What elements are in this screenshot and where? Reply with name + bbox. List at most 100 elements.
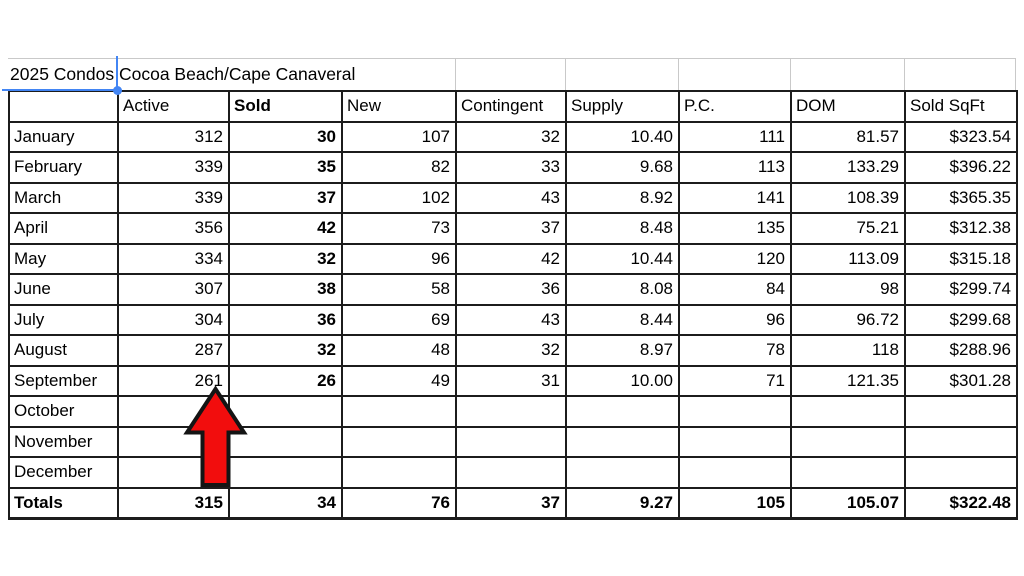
- header-cell-supply[interactable]: Supply: [565, 90, 680, 123]
- cell-november-sold[interactable]: [228, 425, 343, 458]
- cell-december-dom[interactable]: [790, 456, 906, 489]
- cell-august-pc[interactable]: 78: [678, 334, 792, 367]
- cell-june-month[interactable]: June: [8, 273, 119, 306]
- header-cell-contingent[interactable]: Contingent: [455, 90, 567, 123]
- cell-april-supply[interactable]: 8.48: [565, 212, 680, 245]
- cell-may-active[interactable]: 334: [117, 242, 230, 275]
- cell-april-active[interactable]: 356: [117, 212, 230, 245]
- cell-june-new[interactable]: 58: [341, 273, 457, 306]
- cell-june-pc[interactable]: 84: [678, 273, 792, 306]
- cell-totals-dom[interactable]: 105.07: [790, 486, 906, 520]
- cell-june-active[interactable]: 307: [117, 273, 230, 306]
- cell-october-contingent[interactable]: [455, 395, 567, 428]
- cell-july-pc[interactable]: 96: [678, 303, 792, 336]
- cell-july-dom[interactable]: 96.72: [790, 303, 906, 336]
- cell-january-sold[interactable]: 30: [228, 120, 343, 153]
- cell-april-new[interactable]: 73: [341, 212, 457, 245]
- cell-july-contingent[interactable]: 43: [455, 303, 567, 336]
- cell-march-active[interactable]: 339: [117, 181, 230, 214]
- cell-february-sold[interactable]: 35: [228, 151, 343, 184]
- cell-may-sold-sqft[interactable]: $315.18: [904, 242, 1018, 275]
- cell-may-sold[interactable]: 32: [228, 242, 343, 275]
- cell-totals-contingent[interactable]: 37: [455, 486, 567, 520]
- cell-october-new[interactable]: [341, 395, 457, 428]
- cell-november-dom[interactable]: [790, 425, 906, 458]
- cell-october-sold-sqft[interactable]: [904, 395, 1018, 428]
- cell-january-dom[interactable]: 81.57: [790, 120, 906, 153]
- cell-december-supply[interactable]: [565, 456, 680, 489]
- header-cell-pc[interactable]: P.C.: [678, 90, 792, 123]
- cell-march-sold[interactable]: 37: [228, 181, 343, 214]
- cell-february-supply[interactable]: 9.68: [565, 151, 680, 184]
- cell-december-contingent[interactable]: [455, 456, 567, 489]
- cell-totals-new[interactable]: 76: [341, 486, 457, 520]
- cell-march-dom[interactable]: 108.39: [790, 181, 906, 214]
- cell-june-supply[interactable]: 8.08: [565, 273, 680, 306]
- header-cell-new[interactable]: New: [341, 90, 457, 123]
- cell-may-month[interactable]: May: [8, 242, 119, 275]
- cell-september-supply[interactable]: 10.00: [565, 364, 680, 397]
- cell-february-contingent[interactable]: 33: [455, 151, 567, 184]
- cell-november-contingent[interactable]: [455, 425, 567, 458]
- sheet-title[interactable]: 2025 Condos Cocoa Beach/Cape Canaveral: [10, 64, 356, 84]
- cell-january-month[interactable]: January: [8, 120, 119, 153]
- cell-december-pc[interactable]: [678, 456, 792, 489]
- cell-totals-sold[interactable]: 34: [228, 486, 343, 520]
- cell-november-supply[interactable]: [565, 425, 680, 458]
- cell-november-sold-sqft[interactable]: [904, 425, 1018, 458]
- cell-august-sold-sqft[interactable]: $288.96: [904, 334, 1018, 367]
- cell-january-active[interactable]: 312: [117, 120, 230, 153]
- cell-september-sold[interactable]: 26: [228, 364, 343, 397]
- cell-august-contingent[interactable]: 32: [455, 334, 567, 367]
- cell-december-new[interactable]: [341, 456, 457, 489]
- cell-december-sold[interactable]: [228, 456, 343, 489]
- cell-february-new[interactable]: 82: [341, 151, 457, 184]
- cell-october-active[interactable]: [117, 395, 230, 428]
- cell-july-sold-sqft[interactable]: $299.68: [904, 303, 1018, 336]
- cell-totals-sold-sqft[interactable]: $322.48: [904, 486, 1018, 520]
- cell-august-active[interactable]: 287: [117, 334, 230, 367]
- cell-totals-month[interactable]: Totals: [8, 486, 119, 520]
- cell-august-sold[interactable]: 32: [228, 334, 343, 367]
- cell-october-dom[interactable]: [790, 395, 906, 428]
- cell-april-dom[interactable]: 75.21: [790, 212, 906, 245]
- cell-march-sold-sqft[interactable]: $365.35: [904, 181, 1018, 214]
- cell-august-month[interactable]: August: [8, 334, 119, 367]
- cell-february-active[interactable]: 339: [117, 151, 230, 184]
- cell-december-active[interactable]: [117, 456, 230, 489]
- header-cell-sold-sqft[interactable]: Sold SqFt: [904, 90, 1018, 123]
- cell-july-new[interactable]: 69: [341, 303, 457, 336]
- cell-totals-supply[interactable]: 9.27: [565, 486, 680, 520]
- cell-february-pc[interactable]: 113: [678, 151, 792, 184]
- cell-march-pc[interactable]: 141: [678, 181, 792, 214]
- cell-may-supply[interactable]: 10.44: [565, 242, 680, 275]
- cell-july-month[interactable]: July: [8, 303, 119, 336]
- cell-september-pc[interactable]: 71: [678, 364, 792, 397]
- cell-september-sold-sqft[interactable]: $301.28: [904, 364, 1018, 397]
- cell-totals-pc[interactable]: 105: [678, 486, 792, 520]
- cell-january-new[interactable]: 107: [341, 120, 457, 153]
- cell-december-sold-sqft[interactable]: [904, 456, 1018, 489]
- cell-january-sold-sqft[interactable]: $323.54: [904, 120, 1018, 153]
- cell-october-sold[interactable]: [228, 395, 343, 428]
- cell-september-new[interactable]: 49: [341, 364, 457, 397]
- cell-april-month[interactable]: April: [8, 212, 119, 245]
- cell-march-supply[interactable]: 8.92: [565, 181, 680, 214]
- cell-december-month[interactable]: December: [8, 456, 119, 489]
- cell-january-supply[interactable]: 10.40: [565, 120, 680, 153]
- cell-september-contingent[interactable]: 31: [455, 364, 567, 397]
- cell-november-month[interactable]: November: [8, 425, 119, 458]
- cell-august-dom[interactable]: 118: [790, 334, 906, 367]
- header-cell-sold[interactable]: Sold: [228, 90, 343, 123]
- cell-september-active[interactable]: 261: [117, 364, 230, 397]
- cell-october-supply[interactable]: [565, 395, 680, 428]
- cell-july-supply[interactable]: 8.44: [565, 303, 680, 336]
- cell-may-pc[interactable]: 120: [678, 242, 792, 275]
- cell-february-sold-sqft[interactable]: $396.22: [904, 151, 1018, 184]
- header-cell-active[interactable]: Active: [117, 90, 230, 123]
- cell-totals-active[interactable]: 315: [117, 486, 230, 520]
- cell-november-new[interactable]: [341, 425, 457, 458]
- cell-may-contingent[interactable]: 42: [455, 242, 567, 275]
- cell-january-pc[interactable]: 111: [678, 120, 792, 153]
- cell-march-month[interactable]: March: [8, 181, 119, 214]
